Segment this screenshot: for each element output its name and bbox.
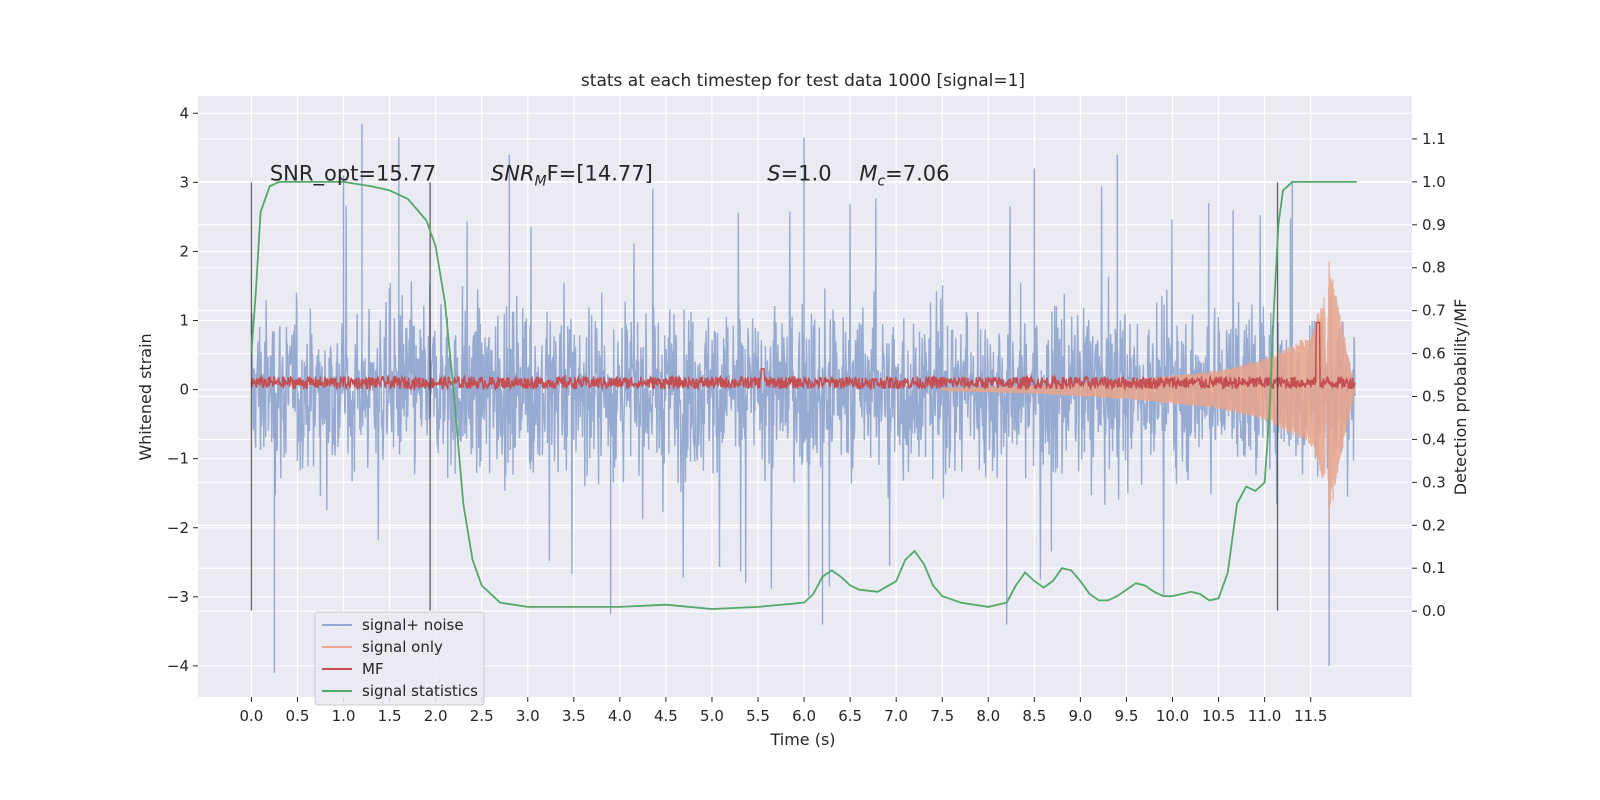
annotation-sub: M <box>535 173 547 189</box>
left-y-axis-label: Whitened strain <box>136 333 155 460</box>
x-tick-label: 9.0 <box>1068 707 1092 725</box>
left-y-tick-label: 2 <box>179 242 189 260</box>
annotation-tail: =7.06 <box>885 161 949 185</box>
annotation-sub: c <box>877 173 885 189</box>
legend-label: signal+ noise <box>362 616 464 634</box>
x-axis-label: Time (s) <box>769 730 835 749</box>
x-tick-label: 4.0 <box>608 707 632 725</box>
left-y-axis-ticks: −4 −3 −2 −1 0 1 2 3 4 <box>167 104 198 675</box>
signal-noise-line <box>250 186 1356 597</box>
right-y-tick-label: 0.9 <box>1422 216 1446 234</box>
annotation-main: M <box>859 161 877 185</box>
x-tick-label: 8.0 <box>976 707 1000 725</box>
x-tick-label: 2.5 <box>470 707 494 725</box>
annotations: SNR_opt=15.77 SNRMF=[14.77] S=1.0 Mc=7.06 <box>270 161 950 189</box>
left-y-tick-label: −3 <box>167 588 189 606</box>
x-tick-label: 11.0 <box>1248 707 1281 725</box>
right-y-tick-label: 0.4 <box>1422 430 1446 448</box>
x-tick-label: 8.5 <box>1022 707 1046 725</box>
left-y-tick-label: −1 <box>167 450 189 468</box>
signal-statistics-line <box>250 181 1357 610</box>
right-y-tick-label: 1.1 <box>1422 130 1446 148</box>
legend: signal+ noise signal only MF signal statist… <box>314 611 485 706</box>
right-y-axis-ticks: 0.0 0.1 0.2 0.3 0.4 0.5 0.6 0.7 0.8 0.9 1.0 1.1 <box>1412 130 1446 620</box>
x-tick-label: 3.5 <box>562 707 586 725</box>
signal-statistics-series <box>250 181 1357 610</box>
legend-box <box>314 611 485 706</box>
x-tick-label: 7.5 <box>930 707 954 725</box>
x-tick-label: 6.0 <box>792 707 816 725</box>
x-tick-label: 5.0 <box>700 707 724 725</box>
legend-label: signal only <box>362 638 443 656</box>
annotation-main: SNR <box>491 161 535 185</box>
x-tick-label: 2.0 <box>424 707 448 725</box>
x-tick-label: 0.0 <box>239 707 263 725</box>
left-y-tick-label: −4 <box>167 657 189 675</box>
left-y-tick-label: 0 <box>179 381 189 399</box>
x-tick-label: 5.5 <box>746 707 770 725</box>
x-tick-label: 1.0 <box>332 707 356 725</box>
right-y-tick-label: 0.2 <box>1422 516 1446 534</box>
mf-series <box>250 321 1356 392</box>
annotation: S=1.0 <box>767 161 831 185</box>
x-tick-label: 11.5 <box>1294 707 1327 725</box>
x-tick-label: 10.0 <box>1156 707 1189 725</box>
x-tick-label: 9.5 <box>1115 707 1139 725</box>
left-y-tick-label: −2 <box>167 519 189 537</box>
right-y-tick-label: 0.7 <box>1422 302 1446 320</box>
x-tick-label: 10.5 <box>1202 707 1235 725</box>
annotation-tail: F=[14.77] <box>547 161 653 185</box>
annotation: Mc=7.06 <box>859 161 949 189</box>
annotation: SNRMF=[14.77] <box>491 161 653 189</box>
x-axis-ticks: 0.0 0.5 1.0 1.5 2.0 2.5 3.0 3.5 4.0 4.5 5.0 5.5 6.0 6… <box>239 697 1327 725</box>
x-tick-label: 6.5 <box>838 707 862 725</box>
x-tick-label: 0.5 <box>286 707 310 725</box>
legend-label: signal statistics <box>362 682 478 700</box>
annotation-main: SNR_opt=15.77 <box>270 161 436 186</box>
left-y-tick-label: 3 <box>179 173 189 191</box>
right-y-tick-label: 0.5 <box>1422 388 1446 406</box>
right-y-tick-label: 0.8 <box>1422 259 1446 277</box>
x-tick-label: 7.0 <box>884 707 908 725</box>
mf-line <box>250 321 1356 392</box>
right-y-tick-label: 0.1 <box>1422 559 1446 577</box>
annotation-main: S <box>767 161 780 185</box>
right-y-tick-label: 0.0 <box>1422 602 1446 620</box>
right-y-tick-label: 0.6 <box>1422 345 1446 363</box>
x-tick-label: 4.5 <box>654 707 678 725</box>
right-y-tick-label: 0.3 <box>1422 473 1446 491</box>
left-y-tick-label: 4 <box>179 104 189 122</box>
x-tick-label: 3.0 <box>516 707 540 725</box>
left-y-tick-label: 1 <box>179 312 189 330</box>
right-y-tick-label: 1.0 <box>1422 173 1446 191</box>
chart-title: stats at each timestep for test data 100… <box>581 71 1025 91</box>
annotation: SNR_opt=15.77 <box>270 161 436 186</box>
x-tick-label: 1.5 <box>378 707 402 725</box>
legend-label: MF <box>362 660 384 678</box>
annotation-tail: =1.0 <box>781 161 832 185</box>
right-y-axis-label: Detection probability/MF <box>1451 299 1470 496</box>
